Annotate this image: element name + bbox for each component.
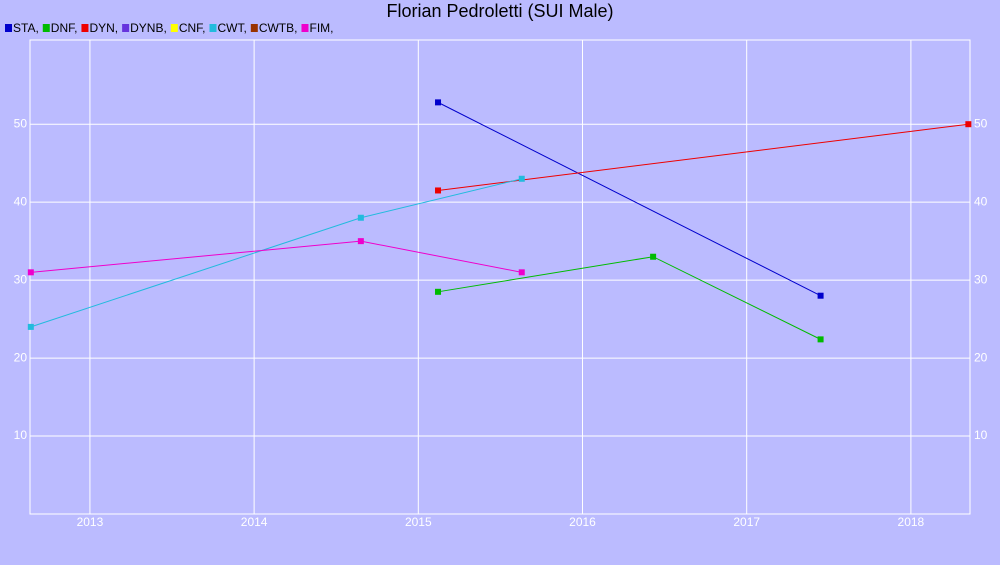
legend-label: CWT, [217, 21, 246, 35]
y2-tick-label: 50 [974, 116, 988, 130]
legend-label: DYN, [89, 21, 118, 35]
point [817, 336, 824, 343]
point [27, 323, 34, 330]
point [650, 253, 657, 260]
y2-tick-label: 30 [974, 272, 988, 286]
x-tick-label: 2013 [77, 515, 104, 529]
y-tick-label: 10 [14, 428, 28, 442]
legend-swatch [209, 24, 217, 32]
y-tick-label: 20 [14, 350, 28, 364]
legend-swatch [250, 24, 258, 32]
legend-swatch [81, 24, 89, 32]
point [357, 238, 364, 245]
y-tick-label: 50 [14, 116, 28, 130]
x-tick-label: 2015 [405, 515, 432, 529]
x-tick-label: 2018 [898, 515, 925, 529]
legend-swatch [5, 24, 12, 32]
plot-area [29, 39, 971, 515]
y2-tick-label: 40 [974, 194, 988, 208]
series-line [437, 101, 821, 297]
chart-title: Florian Pedroletti (SUI Male) [386, 1, 613, 21]
point [435, 187, 442, 194]
series-line [437, 123, 969, 191]
point [435, 288, 442, 295]
legend-label: DYNB, [130, 21, 167, 35]
x-tick-label: 2016 [569, 515, 596, 529]
legend-label: DNF, [51, 21, 78, 35]
legend-label: STA, [13, 21, 39, 35]
point [357, 214, 364, 221]
y-tick-label: 30 [14, 272, 28, 286]
x-tick-label: 2014 [241, 515, 268, 529]
y2-tick-label: 20 [974, 350, 988, 364]
legend-label: CWTB, [259, 21, 298, 35]
legend-swatch [170, 24, 178, 32]
x-tick-label: 2017 [733, 515, 760, 529]
point [518, 175, 525, 182]
point [817, 292, 824, 299]
point [27, 269, 34, 276]
legend-label: FIM, [309, 21, 333, 35]
point [435, 99, 442, 106]
point [965, 121, 972, 128]
legend-swatch [122, 24, 130, 32]
point [518, 269, 525, 276]
legend-label: CNF, [179, 21, 206, 35]
legend-swatch [301, 24, 309, 32]
y-tick-label: 40 [14, 194, 28, 208]
legend-swatch [42, 24, 50, 32]
y2-tick-label: 10 [974, 428, 988, 442]
